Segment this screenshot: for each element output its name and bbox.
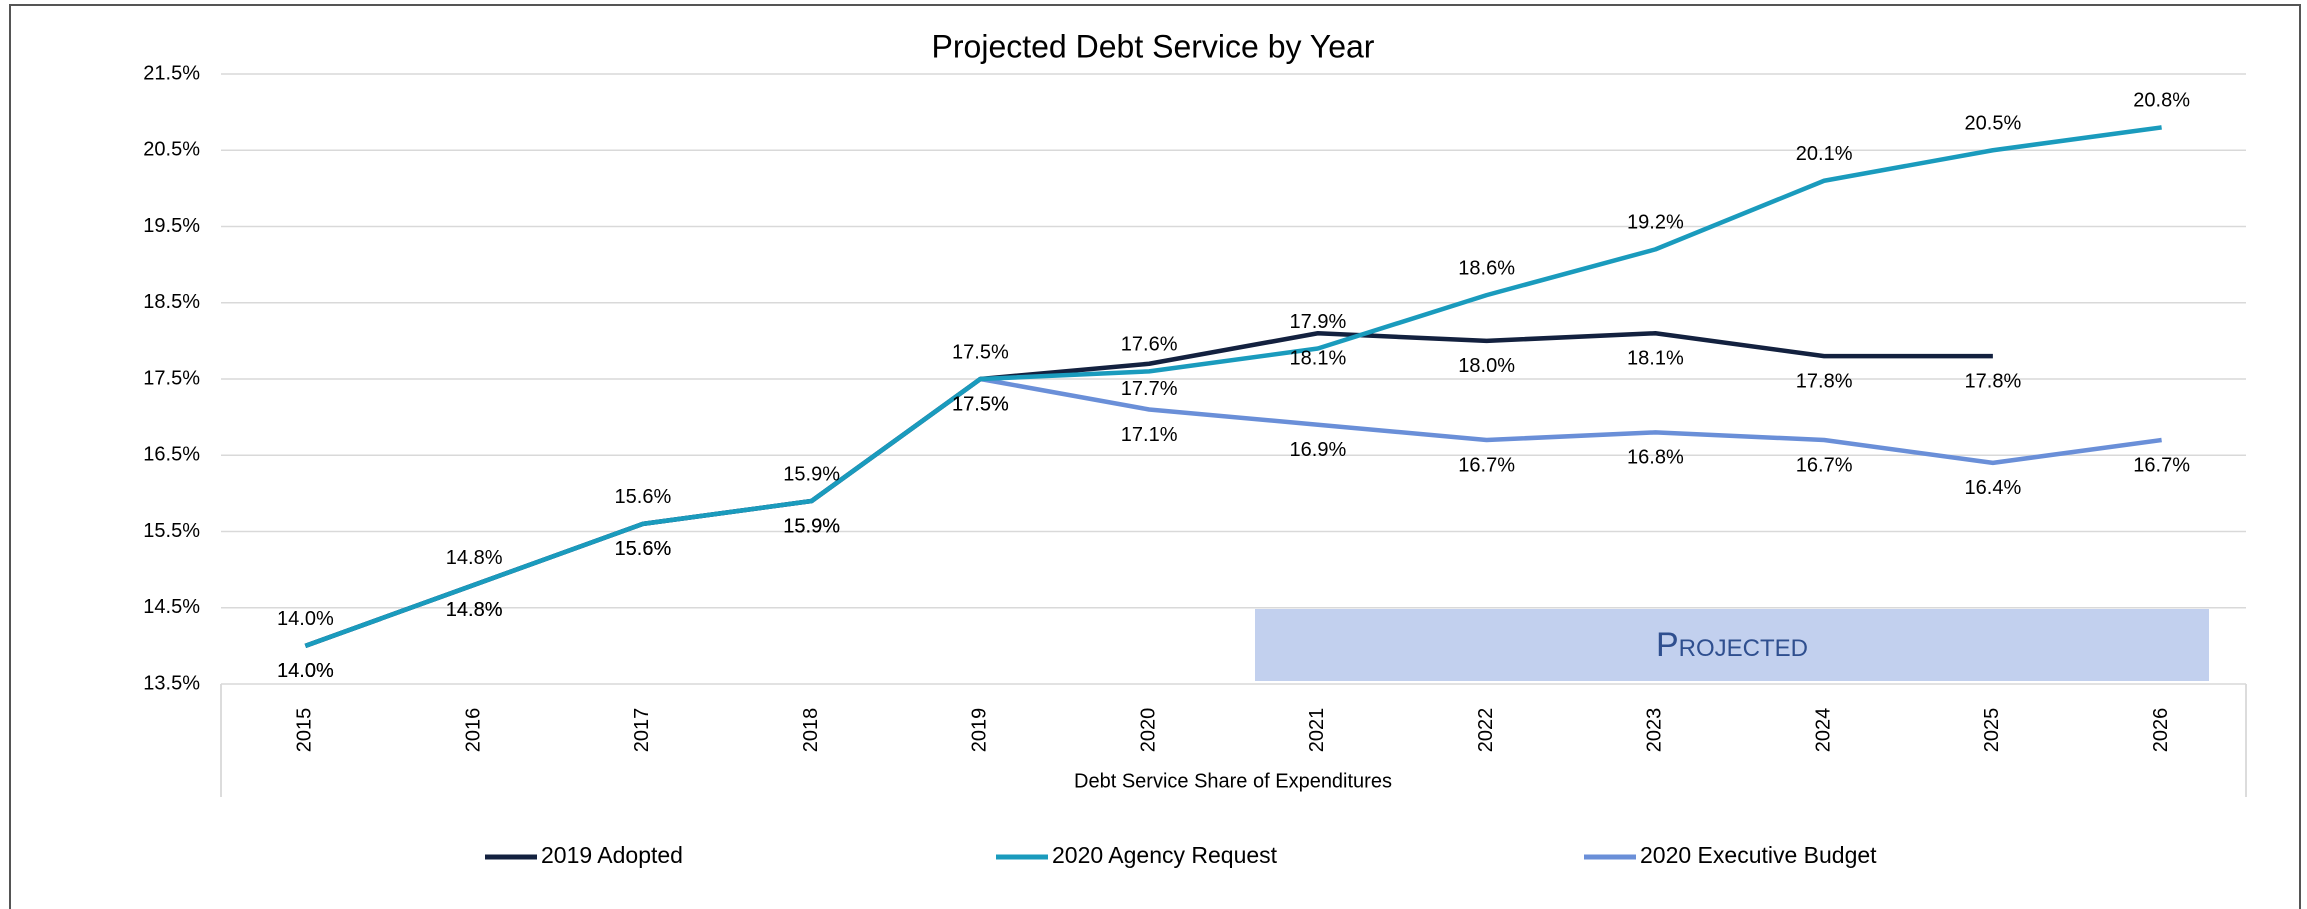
data-label: 15.6% xyxy=(615,486,672,508)
data-label: 17.5% xyxy=(952,393,1009,415)
y-tick-label: 13.5% xyxy=(143,672,200,694)
x-tick-label: 2022 xyxy=(1475,708,1497,753)
chart-title: Projected Debt Service by Year xyxy=(932,28,1375,64)
data-label: 15.6% xyxy=(615,538,672,560)
data-label: 17.5% xyxy=(952,393,1009,415)
data-label: 15.9% xyxy=(783,463,840,485)
legend-label: 2020 Agency Request xyxy=(1052,842,1278,868)
y-tick-label: 18.5% xyxy=(143,291,200,313)
frame xyxy=(9,4,2301,909)
data-label: 14.0% xyxy=(277,660,334,682)
y-tick-label: 14.5% xyxy=(143,596,200,618)
data-label: 19.2% xyxy=(1627,212,1684,234)
data-label: 17.5% xyxy=(952,341,1009,363)
data-label: 16.7% xyxy=(1796,454,1853,476)
x-tick-label: 2015 xyxy=(294,708,316,753)
series-line xyxy=(304,125,2162,648)
data-label: 20.8% xyxy=(2133,90,2190,112)
x-tick-label: 2021 xyxy=(1306,708,1328,753)
data-label: 15.9% xyxy=(783,515,840,537)
data-label: 20.5% xyxy=(1965,113,2022,135)
x-tick-label: 2024 xyxy=(1812,708,1834,753)
data-label: 17.6% xyxy=(1121,334,1178,356)
legend-label: 2020 Executive Budget xyxy=(1640,842,1877,868)
y-tick-label: 15.5% xyxy=(143,520,200,542)
projected-box xyxy=(1255,609,2209,681)
y-tick-label: 17.5% xyxy=(143,367,200,389)
y-tick-label: 20.5% xyxy=(143,139,200,161)
x-tick-label: 2018 xyxy=(800,708,822,753)
data-label: 14.8% xyxy=(446,547,503,569)
data-label: 17.8% xyxy=(1965,370,2022,392)
x-axis-title: Debt Service Share of Expenditures xyxy=(1074,770,1392,792)
data-label: 18.1% xyxy=(1290,348,1347,370)
data-label: 15.9% xyxy=(783,515,840,537)
data-label: 17.1% xyxy=(1121,424,1178,446)
y-tick-label: 16.5% xyxy=(143,444,200,466)
data-label: 18.6% xyxy=(1458,257,1515,279)
legend-label: 2019 Adopted xyxy=(541,842,683,868)
x-tick-label: 2025 xyxy=(1981,708,2003,753)
data-label: 15.6% xyxy=(615,538,672,560)
x-tick-label: 2016 xyxy=(462,708,484,753)
projected-label: Projected xyxy=(1656,626,1808,664)
data-label: 16.9% xyxy=(1290,439,1347,461)
data-label: 17.8% xyxy=(1796,370,1853,392)
data-label: 16.4% xyxy=(1965,477,2022,499)
x-tick-label: 2020 xyxy=(1137,708,1159,753)
x-tick-label: 2026 xyxy=(2150,708,2172,753)
data-label: 16.8% xyxy=(1627,447,1684,469)
data-label: 17.7% xyxy=(1121,378,1178,400)
data-label: 14.0% xyxy=(277,660,334,682)
data-label: 20.1% xyxy=(1796,143,1853,165)
x-tick-label: 2019 xyxy=(969,708,991,753)
y-tick-label: 21.5% xyxy=(143,62,200,84)
series-line xyxy=(304,376,2162,648)
data-label: 18.1% xyxy=(1627,348,1684,370)
data-label: 17.9% xyxy=(1290,311,1347,333)
data-label: 16.7% xyxy=(2133,454,2190,476)
data-label: 14.8% xyxy=(446,599,503,621)
x-tick-label: 2023 xyxy=(1644,708,1666,753)
data-label: 18.0% xyxy=(1458,355,1515,377)
data-label: 14.8% xyxy=(446,599,503,621)
y-tick-label: 19.5% xyxy=(143,215,200,237)
data-label: 14.0% xyxy=(277,608,334,630)
x-tick-label: 2017 xyxy=(631,708,653,753)
data-label: 16.7% xyxy=(1458,454,1515,476)
